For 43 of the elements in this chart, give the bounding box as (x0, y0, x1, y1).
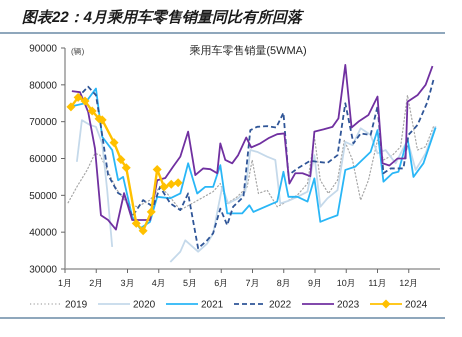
x-tick-label: 6月 (214, 278, 228, 288)
x-tick-label: 2月 (89, 278, 104, 288)
chart-title: 图表22：4月乘用车零售销量同比有所回落 (22, 8, 306, 26)
x-tick-label: 9月 (308, 278, 322, 288)
legend-label: 2022 (269, 300, 292, 310)
point (146, 207, 156, 216)
x-tick-label: 8月 (276, 278, 291, 288)
line-series (70, 64, 434, 230)
x-tick-label: 11月 (368, 278, 387, 288)
x-tick-label: 7月 (245, 278, 260, 288)
y-tick-label: 70000 (29, 117, 58, 128)
point (174, 178, 183, 188)
y-tick-label: 40000 (29, 228, 58, 239)
x-tick-label: 12月 (399, 278, 418, 288)
point (80, 96, 90, 106)
y-tick-label: 60000 (29, 154, 58, 165)
x-tick-label: 5月 (182, 278, 198, 288)
chart-subtitle: 乘用车零售销量(5WMA) (189, 44, 307, 57)
point (88, 106, 97, 116)
point (166, 180, 176, 189)
legend-label: 2023 (337, 300, 360, 310)
point (138, 226, 148, 236)
point (116, 155, 126, 164)
legend-label: 2019 (65, 300, 88, 310)
x-tick-label: 10月 (336, 278, 356, 288)
y-tick-label: 30000 (29, 264, 58, 276)
y-tick-label: 80000 (29, 80, 58, 92)
x-tick-label: 1月 (58, 278, 72, 288)
point (160, 182, 169, 192)
y-tick-label: 90000 (29, 44, 58, 54)
legend-label: 2021 (201, 300, 224, 310)
y-axis-title: (辆) (71, 47, 85, 56)
point (66, 102, 76, 112)
point (110, 138, 119, 148)
y-tick-label: 50000 (29, 190, 58, 202)
legend-label: 2024 (405, 300, 428, 310)
line-series (68, 94, 434, 211)
point (74, 92, 83, 102)
point (132, 218, 141, 228)
x-tick-label: 4月 (152, 278, 166, 288)
legend-label: 2020 (133, 300, 156, 310)
point (122, 163, 131, 172)
x-tick-label: 3月 (120, 278, 135, 288)
